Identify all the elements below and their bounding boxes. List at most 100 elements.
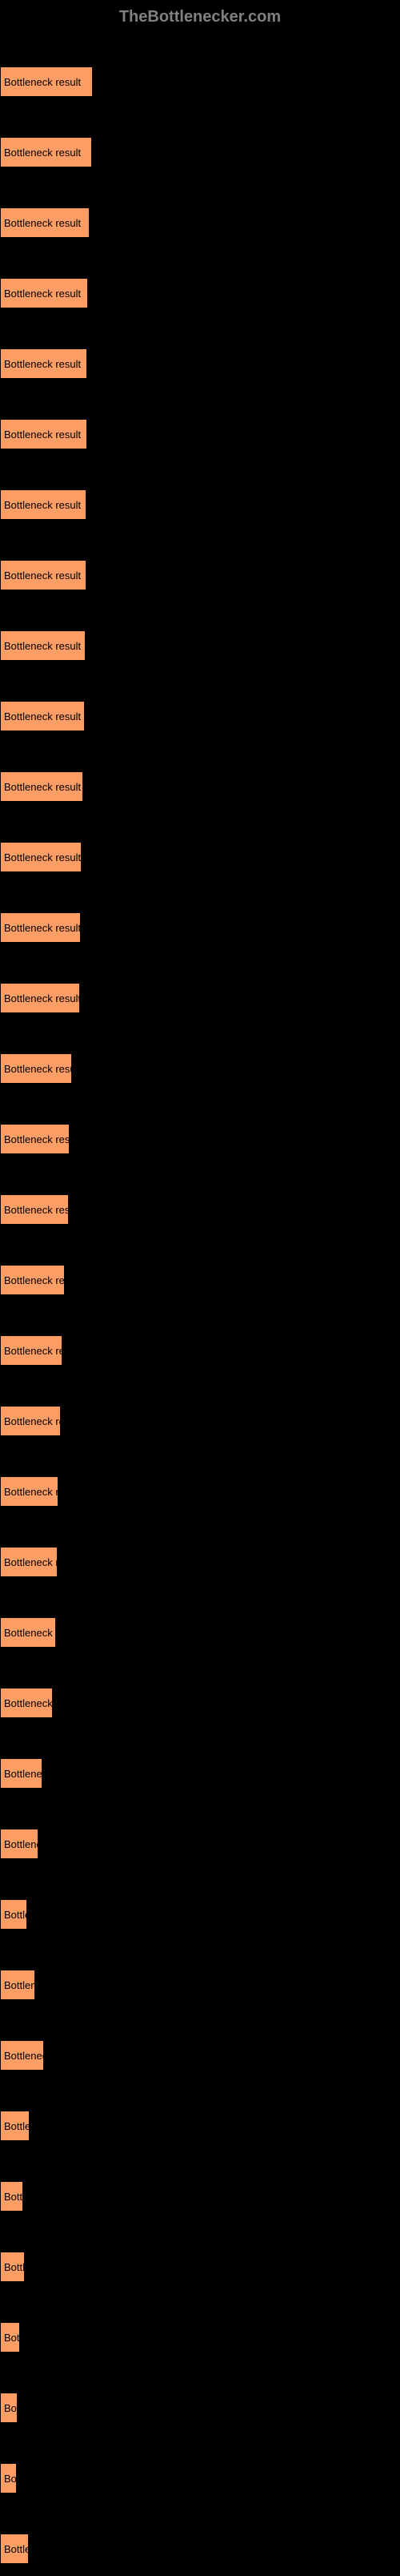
- bar-label: Bottle: [4, 1909, 27, 1921]
- bar: Bo: [0, 2393, 18, 2423]
- bar-label: Bottleneck: [4, 2050, 44, 2062]
- bar-label: Bo: [4, 2473, 17, 2485]
- bar-group: Bottleneck result: [0, 1519, 400, 1578]
- bar-group: Bottleneck result: [0, 461, 400, 521]
- bar-spacer: [0, 532, 400, 560]
- bar-group: Bottleneck result: [0, 1378, 400, 1437]
- bar-spacer: [0, 743, 400, 771]
- bar-group: Bo: [0, 2435, 400, 2494]
- bar-group: Bo: [0, 2365, 400, 2424]
- bar-spacer: [0, 2012, 400, 2040]
- bar: Bottleneck result: [0, 1265, 65, 1295]
- bar-spacer: [0, 1307, 400, 1335]
- bar-group: Bottleneck result: [0, 1096, 400, 1155]
- bar-spacer: [0, 1589, 400, 1617]
- bar-label: Bottlene: [4, 1979, 35, 1991]
- bar-group: Bot: [0, 2294, 400, 2353]
- bar-label: Bottleneck result: [4, 76, 81, 88]
- bar-spacer: [0, 2435, 400, 2463]
- bar-label: Bottleneck result: [4, 499, 81, 511]
- bar: Bottleneck result: [0, 842, 82, 872]
- bar-label: Bottleneck result: [4, 1415, 61, 1427]
- bar-group: Bottleneck result: [0, 38, 400, 98]
- bar-spacer: [0, 814, 400, 842]
- bar: Bottleneck res: [0, 1335, 62, 1366]
- bar-spacer: [0, 1448, 400, 1476]
- bar-label: Bottleneck resul: [4, 1486, 58, 1498]
- bar-label: Bottleneck result: [4, 1204, 69, 1216]
- bar-spacer: [0, 38, 400, 66]
- bar-spacer: [0, 2294, 400, 2322]
- bar-group: Bottl: [0, 2153, 400, 2212]
- bar-group: Bottleneck result: [0, 814, 400, 873]
- bar-label: Bottleneck res: [4, 1345, 62, 1357]
- bar-spacer: [0, 1166, 400, 1194]
- bar-label: Bottleneck result: [4, 1274, 65, 1286]
- bar-label: Bottleneck result: [4, 1063, 72, 1075]
- bar-label: Bottleneck result: [4, 640, 81, 652]
- bar: Bottleneck result: [0, 1547, 58, 1577]
- bar-label: Bo: [4, 2402, 17, 2414]
- bar-group: Bottleneck result: [0, 320, 400, 380]
- bar-label: Bottlenec: [4, 1768, 42, 1780]
- bar-group: Bottleneck result: [0, 743, 400, 803]
- bar-group: Bottleneck res: [0, 1589, 400, 1648]
- bar-label: Bottleneck result: [4, 1697, 53, 1709]
- bar-group: Bottleneck result: [0, 1237, 400, 1296]
- bar-label: Bottleneck result: [4, 570, 81, 582]
- bar-group: Bottle: [0, 1871, 400, 1930]
- bar: Bottl: [0, 2252, 25, 2282]
- bar-group: Bottleneck result: [0, 1166, 400, 1226]
- bar-label: Bottleneck result: [4, 710, 81, 722]
- bar-label: Bottler: [4, 2120, 30, 2132]
- bar: Bottleneck result: [0, 1406, 61, 1436]
- bar-group: Bottleneck result: [0, 391, 400, 450]
- bar-spacer: [0, 250, 400, 278]
- bar-spacer: [0, 1096, 400, 1124]
- bar-spacer: [0, 1237, 400, 1265]
- bar-label: Bottleneck result: [4, 922, 81, 934]
- bar-label: Bottle: [4, 2543, 29, 2555]
- bar-label: Bottlene: [4, 1838, 38, 1850]
- bar-spacer: [0, 1660, 400, 1688]
- bar-group: Bottleneck result: [0, 602, 400, 662]
- bar-label: Bottleneck res: [4, 1627, 56, 1639]
- bar-group: Bottleneck: [0, 2012, 400, 2071]
- bar-spacer: [0, 320, 400, 348]
- bar-spacer: [0, 109, 400, 137]
- bar-group: Bottl: [0, 2224, 400, 2283]
- bar-spacer: [0, 1025, 400, 1053]
- bar-group: Bottleneck result: [0, 884, 400, 944]
- bar: Bottleneck result: [0, 701, 85, 731]
- bar: Bottleneck result: [0, 419, 87, 449]
- bar-group: Bottlenec: [0, 1730, 400, 1789]
- bar-spacer: [0, 2506, 400, 2534]
- bar-group: Bottleneck resul: [0, 1448, 400, 1507]
- bar-spacer: [0, 2083, 400, 2111]
- bar-group: Bottleneck res: [0, 1307, 400, 1366]
- bar: Bottl: [0, 2181, 23, 2212]
- bar: Bottleneck result: [0, 1124, 70, 1154]
- bar: Bottlene: [0, 1970, 35, 2000]
- bar-label: Bottleneck result: [4, 147, 81, 159]
- bar-label: Bottleneck result: [4, 1556, 58, 1568]
- bar-spacer: [0, 1801, 400, 1829]
- bar-group: Bottleneck result: [0, 1025, 400, 1085]
- bar: Bottleneck result: [0, 137, 92, 167]
- bar: Bottleneck result: [0, 560, 86, 590]
- bar-spacer: [0, 1378, 400, 1406]
- bar-group: Bottleneck result: [0, 955, 400, 1014]
- bar-spacer: [0, 1519, 400, 1547]
- bar-label: Bottl: [4, 2261, 25, 2273]
- bar: Bottleneck result: [0, 66, 93, 97]
- bar: Bottle: [0, 1899, 27, 1930]
- bar: Bottleneck resul: [0, 1476, 58, 1507]
- bar-group: Bottleneck result: [0, 250, 400, 309]
- bar-label: Bottleneck result: [4, 288, 81, 300]
- bar: Bottleneck result: [0, 983, 80, 1013]
- bar-label: Bottl: [4, 2191, 23, 2203]
- bar-label: Bot: [4, 2332, 20, 2344]
- bar: Bottleneck result: [0, 348, 87, 379]
- bar-spacer: [0, 2224, 400, 2252]
- bar-spacer: [0, 1730, 400, 1758]
